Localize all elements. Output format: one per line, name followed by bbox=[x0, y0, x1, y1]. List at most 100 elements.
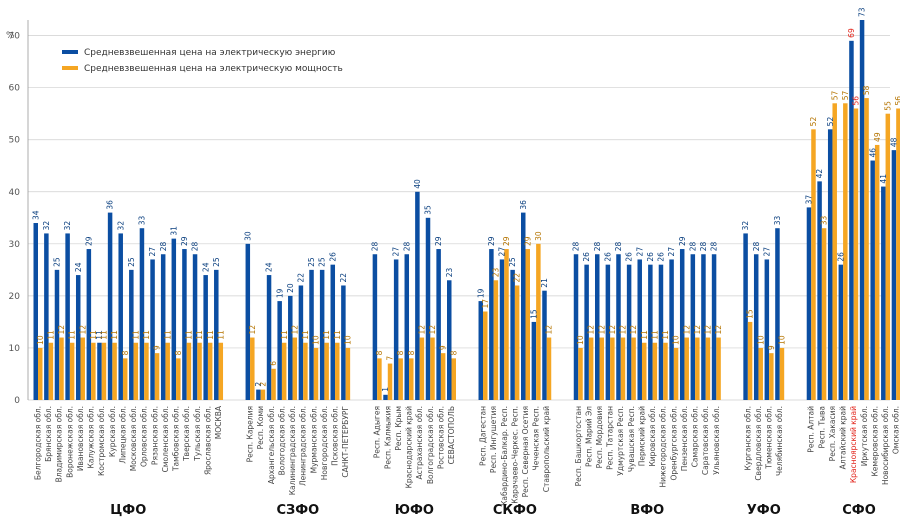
bar-capacity bbox=[684, 337, 689, 400]
bar-energy bbox=[44, 233, 49, 400]
bar-energy bbox=[319, 269, 325, 400]
bar-capacity bbox=[864, 98, 869, 401]
data-label-energy: 32 bbox=[63, 221, 72, 231]
category-label: Рязанская обл. bbox=[150, 406, 159, 465]
bar-capacity bbox=[832, 103, 837, 401]
category-label: Астраханская обл. bbox=[415, 406, 424, 479]
bar-capacity bbox=[154, 353, 160, 400]
category-label: Тверская обл. bbox=[182, 406, 191, 462]
y-tick-label: 10 bbox=[9, 344, 21, 354]
bar-energy bbox=[107, 212, 113, 400]
bar-capacity bbox=[387, 363, 393, 400]
bar-capacity bbox=[186, 342, 192, 400]
data-label-capacity: 8 bbox=[407, 350, 416, 355]
bar-capacity bbox=[769, 353, 774, 400]
data-label-capacity: 11 bbox=[195, 330, 204, 340]
category-label: Владимирская обл. bbox=[55, 406, 64, 482]
category-label: Новосибирская обл. bbox=[881, 406, 890, 485]
data-label-capacity: 12 bbox=[704, 325, 713, 335]
bar-energy bbox=[214, 269, 219, 400]
data-label-energy: 26 bbox=[836, 252, 845, 262]
bar-energy bbox=[478, 301, 484, 400]
data-label-capacity: 8 bbox=[375, 350, 384, 355]
category-labels: Белгородская обл. Брянская обл. Владимирск… bbox=[34, 405, 900, 506]
category-label: Новгородская обл. bbox=[320, 406, 329, 480]
group-labels: ЦФО СЗФО ЮФО СКФО ВФО УФО СФО bbox=[110, 503, 875, 518]
category-label: Респ. Мордовия bbox=[595, 406, 604, 468]
data-label-capacity: 57 bbox=[830, 91, 839, 101]
data-label-energy: 28 bbox=[699, 241, 708, 251]
data-label-energy: 15 bbox=[529, 309, 538, 319]
bar-capacity bbox=[747, 321, 753, 400]
bar-capacity bbox=[250, 337, 255, 400]
bar-energy bbox=[75, 275, 81, 400]
data-label-capacity: 12 bbox=[57, 325, 66, 335]
data-label-energy: 19 bbox=[275, 288, 284, 298]
bar-capacity bbox=[59, 337, 64, 400]
data-label-capacity: 11 bbox=[89, 330, 98, 340]
category-label: Удмуртская Респ. bbox=[616, 406, 625, 476]
bar-energy bbox=[192, 254, 198, 400]
category-label: Респ. Ингушетия bbox=[489, 406, 498, 473]
data-label-energy: 28 bbox=[402, 241, 411, 251]
data-label-energy: 28 bbox=[614, 241, 623, 251]
bar-capacity bbox=[133, 342, 139, 400]
data-label-energy: 24 bbox=[201, 262, 210, 272]
bar-energy bbox=[97, 342, 102, 400]
y-tick-label: 0 bbox=[14, 396, 20, 406]
category-label: Респ. Тыва bbox=[817, 406, 826, 448]
data-label-energy: 25 bbox=[318, 257, 327, 267]
bar-capacity bbox=[409, 358, 414, 400]
category-label: Иркутская обл. bbox=[860, 406, 869, 466]
data-label-capacity: 6 bbox=[269, 361, 278, 366]
data-label-capacity: 10 bbox=[672, 335, 681, 345]
data-label-energy: 46 bbox=[868, 148, 877, 158]
data-label-capacity: 11 bbox=[640, 330, 649, 340]
data-label-energy: 29 bbox=[487, 236, 496, 246]
data-label-capacity: 22 bbox=[513, 273, 522, 283]
bar-energy bbox=[404, 254, 410, 400]
data-label-capacity: 9 bbox=[153, 345, 162, 350]
data-label-energy: 37 bbox=[805, 195, 814, 205]
bar-energy bbox=[372, 254, 378, 400]
bar-capacity bbox=[419, 337, 425, 400]
data-label-capacity: 29 bbox=[523, 236, 532, 246]
bar-capacity bbox=[546, 337, 552, 400]
group-label: СФО bbox=[842, 503, 875, 518]
bar-capacity bbox=[281, 342, 287, 400]
data-label-energy: 73 bbox=[858, 7, 867, 17]
y-tick-label: 50 bbox=[9, 136, 21, 146]
bar-energy bbox=[690, 254, 696, 400]
data-label-capacity: 17 bbox=[481, 299, 490, 309]
data-label-energy: 23 bbox=[445, 268, 454, 278]
data-label-capacity: 10 bbox=[343, 335, 352, 345]
data-label-capacity: 15 bbox=[746, 309, 755, 319]
data-label-energy: 31 bbox=[169, 226, 178, 236]
bar-capacity bbox=[536, 243, 541, 400]
data-label-energy: 28 bbox=[688, 241, 697, 251]
bar-capacity bbox=[483, 311, 488, 400]
bar-energy bbox=[415, 191, 420, 400]
bar-capacity bbox=[440, 353, 446, 400]
category-label: Омская обл. bbox=[892, 406, 900, 454]
category-label: Тамбовская обл. bbox=[172, 406, 181, 472]
category-label: Чувашская Респ. bbox=[627, 406, 636, 472]
category-label: САНКТ-ПЕТЕРБУРГ bbox=[341, 406, 350, 478]
bar-energy bbox=[393, 259, 399, 400]
data-label-capacity: 12 bbox=[78, 325, 87, 335]
bar-capacity bbox=[779, 347, 785, 400]
data-label-energy: 32 bbox=[741, 221, 750, 231]
data-label-energy: 26 bbox=[328, 252, 337, 262]
legend-swatch-capacity bbox=[62, 66, 78, 70]
bar-energy bbox=[626, 264, 632, 400]
bar-capacity bbox=[504, 249, 509, 400]
bar-capacity bbox=[335, 342, 340, 400]
data-label-capacity: 12 bbox=[608, 325, 617, 335]
data-label-energy: 69 bbox=[847, 28, 856, 38]
data-label-energy: 25 bbox=[212, 257, 221, 267]
bar-capacity bbox=[345, 347, 351, 400]
bar-capacity bbox=[398, 358, 403, 400]
data-label-capacity: 10 bbox=[576, 335, 585, 345]
data-label-capacity: 11 bbox=[68, 330, 77, 340]
bar-capacity bbox=[176, 358, 181, 400]
